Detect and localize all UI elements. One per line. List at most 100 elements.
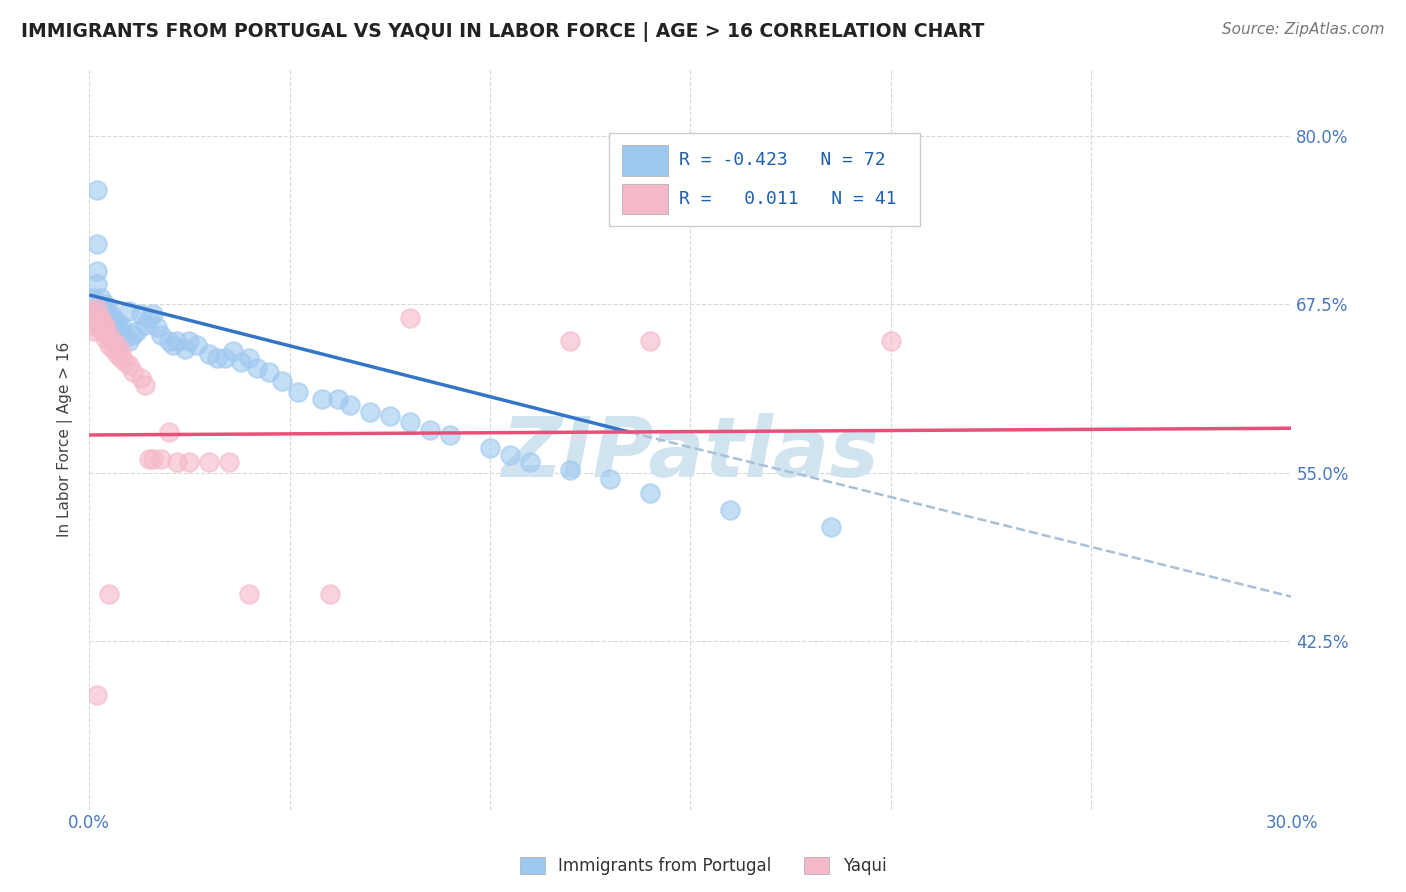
Point: [326, 392, 349, 406]
Point: [142, 452, 165, 467]
Point: [105, 320, 128, 334]
Point: [311, 392, 333, 406]
Point: [270, 374, 292, 388]
Point: [90, 310, 112, 325]
Point: [198, 455, 221, 469]
Point: [105, 337, 128, 351]
Point: [90, 320, 112, 334]
Point: [820, 519, 842, 533]
Y-axis label: In Labor Force | Age > 16: In Labor Force | Age > 16: [58, 342, 73, 537]
Point: [166, 455, 188, 469]
Text: IMMIGRANTS FROM PORTUGAL VS YAQUI IN LABOR FORCE | AGE > 16 CORRELATION CHART: IMMIGRANTS FROM PORTUGAL VS YAQUI IN LAB…: [21, 22, 984, 42]
Point: [98, 320, 121, 334]
Point: [142, 307, 165, 321]
Point: [90, 324, 112, 338]
Point: [86, 318, 108, 332]
Point: [179, 334, 201, 348]
Point: [82, 304, 104, 318]
Text: ZIPatlas: ZIPatlas: [502, 413, 879, 494]
Point: [94, 331, 117, 345]
Point: [157, 425, 180, 440]
Point: [638, 334, 661, 348]
Point: [238, 587, 260, 601]
Point: [90, 318, 112, 332]
Point: [419, 423, 441, 437]
Point: [359, 405, 381, 419]
Text: R =   0.011   N = 41: R = 0.011 N = 41: [679, 190, 896, 208]
Point: [558, 463, 581, 477]
Point: [218, 455, 240, 469]
Point: [398, 415, 420, 429]
Point: [186, 337, 208, 351]
Point: [90, 291, 112, 305]
Point: [103, 310, 125, 325]
Text: R = -0.423   N = 72: R = -0.423 N = 72: [679, 151, 886, 169]
Point: [98, 328, 121, 343]
Point: [82, 304, 104, 318]
Point: [134, 318, 156, 332]
Point: [378, 409, 401, 424]
Point: [114, 331, 136, 345]
Point: [98, 337, 121, 351]
Point: [86, 183, 108, 197]
Point: [222, 344, 245, 359]
Point: [82, 318, 104, 332]
Point: [103, 342, 125, 356]
Point: [129, 371, 152, 385]
Point: [98, 587, 121, 601]
Point: [398, 310, 420, 325]
Point: [127, 324, 149, 338]
Point: [86, 277, 108, 291]
Point: [478, 442, 501, 456]
Point: [238, 351, 260, 366]
Point: [122, 365, 145, 379]
Point: [129, 307, 152, 321]
Point: [166, 334, 188, 348]
Point: [638, 486, 661, 500]
Point: [287, 384, 309, 399]
Point: [90, 307, 112, 321]
Point: [146, 320, 169, 334]
Point: [82, 291, 104, 305]
Point: [103, 334, 125, 348]
Point: [86, 307, 108, 321]
Point: [718, 503, 741, 517]
Point: [879, 334, 901, 348]
Point: [105, 315, 128, 329]
Point: [86, 301, 108, 316]
Point: [214, 351, 236, 366]
Point: [174, 342, 197, 356]
Point: [134, 378, 156, 392]
Point: [318, 587, 340, 601]
Legend: Immigrants from Portugal, Yaqui: Immigrants from Portugal, Yaqui: [512, 849, 894, 884]
Point: [82, 310, 104, 325]
Point: [499, 448, 522, 462]
Point: [82, 324, 104, 338]
Point: [103, 318, 125, 332]
Point: [114, 355, 136, 369]
Point: [90, 310, 112, 325]
Point: [599, 472, 621, 486]
Point: [94, 310, 117, 325]
Point: [179, 455, 201, 469]
Point: [86, 688, 108, 702]
Point: [98, 301, 121, 316]
Point: [138, 452, 160, 467]
Point: [110, 351, 132, 366]
Point: [439, 428, 461, 442]
Point: [110, 318, 132, 332]
Point: [98, 318, 121, 332]
Point: [110, 344, 132, 359]
Point: [98, 307, 121, 321]
Point: [138, 310, 160, 325]
Point: [162, 337, 184, 351]
Point: [90, 301, 112, 316]
Point: [103, 324, 125, 338]
Point: [86, 236, 108, 251]
Point: [259, 365, 281, 379]
Point: [94, 318, 117, 332]
Point: [90, 318, 112, 332]
Point: [157, 334, 180, 348]
Point: [198, 347, 221, 361]
Point: [94, 307, 117, 321]
